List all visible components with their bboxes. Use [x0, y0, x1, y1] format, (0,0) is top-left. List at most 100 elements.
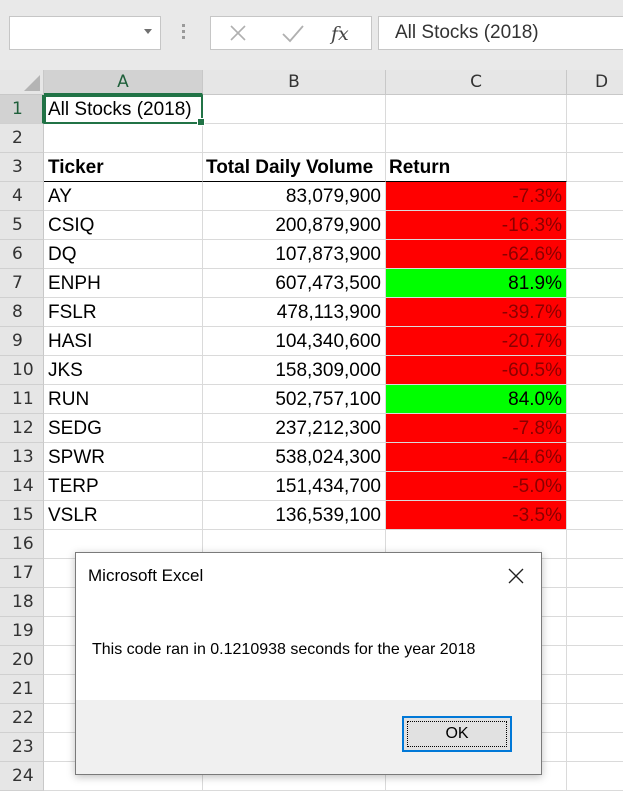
cancel-button[interactable] — [217, 17, 257, 49]
row-header[interactable]: 24 — [0, 762, 44, 791]
row-header[interactable]: 17 — [0, 559, 44, 588]
volume-cell[interactable]: 200,879,900 — [203, 211, 386, 240]
empty-cell[interactable] — [386, 124, 567, 153]
return-cell[interactable]: 81.9% — [386, 269, 567, 298]
volume-cell[interactable]: 83,079,900 — [203, 182, 386, 211]
volume-cell[interactable]: 107,873,900 — [203, 240, 386, 269]
row-header[interactable]: 4 — [0, 182, 44, 211]
row-header[interactable]: 6 — [0, 240, 44, 269]
return-cell[interactable]: -20.7% — [386, 327, 567, 356]
ticker-cell[interactable]: SPWR — [44, 443, 203, 472]
drag-handle-icon[interactable] — [182, 24, 186, 44]
row-header[interactable]: 21 — [0, 675, 44, 704]
empty-cell[interactable] — [386, 95, 567, 124]
empty-cell[interactable] — [567, 385, 623, 414]
empty-cell[interactable] — [567, 240, 623, 269]
empty-cell[interactable] — [567, 356, 623, 385]
row-header[interactable]: 12 — [0, 414, 44, 443]
row-header[interactable]: 10 — [0, 356, 44, 385]
empty-cell[interactable] — [44, 762, 203, 791]
header-ticker[interactable]: Ticker — [44, 153, 203, 182]
header-volume[interactable]: Total Daily Volume — [203, 153, 386, 182]
header-return[interactable]: Return — [386, 153, 567, 182]
empty-cell[interactable] — [567, 182, 623, 211]
empty-cell[interactable] — [567, 414, 623, 443]
row-header[interactable]: 16 — [0, 530, 44, 559]
formula-input[interactable]: All Stocks (2018) — [378, 16, 623, 50]
column-header-a[interactable]: A — [44, 70, 203, 95]
ticker-cell[interactable]: VSLR — [44, 501, 203, 530]
empty-cell[interactable] — [44, 124, 203, 153]
row-header[interactable]: 13 — [0, 443, 44, 472]
return-cell[interactable]: -7.8% — [386, 414, 567, 443]
row-header[interactable]: 8 — [0, 298, 44, 327]
volume-cell[interactable]: 151,434,700 — [203, 472, 386, 501]
return-cell[interactable]: -62.6% — [386, 240, 567, 269]
dialog-close-button[interactable] — [501, 561, 531, 591]
insert-function-button[interactable]: fx — [323, 17, 363, 49]
volume-cell[interactable]: 478,113,900 — [203, 298, 386, 327]
row-header[interactable]: 15 — [0, 501, 44, 530]
empty-cell[interactable] — [567, 124, 623, 153]
return-cell[interactable]: -3.5% — [386, 501, 567, 530]
enter-button[interactable] — [273, 17, 313, 49]
empty-cell[interactable] — [567, 95, 623, 124]
row-header[interactable]: 22 — [0, 704, 44, 733]
volume-cell[interactable]: 607,473,500 — [203, 269, 386, 298]
select-all-button[interactable] — [0, 70, 44, 95]
empty-cell[interactable] — [567, 327, 623, 356]
row-header[interactable]: 14 — [0, 472, 44, 501]
empty-cell[interactable] — [567, 617, 623, 646]
cell-a1-title[interactable]: All Stocks (2018) — [44, 95, 203, 124]
return-cell[interactable]: -44.6% — [386, 443, 567, 472]
ticker-cell[interactable]: TERP — [44, 472, 203, 501]
row-header[interactable]: 3 — [0, 153, 44, 182]
volume-cell[interactable]: 136,539,100 — [203, 501, 386, 530]
empty-cell[interactable] — [203, 124, 386, 153]
empty-cell[interactable] — [567, 443, 623, 472]
return-cell[interactable]: -7.3% — [386, 182, 567, 211]
empty-cell[interactable] — [203, 95, 386, 124]
ticker-cell[interactable]: HASI — [44, 327, 203, 356]
empty-cell[interactable] — [567, 472, 623, 501]
row-header[interactable]: 23 — [0, 733, 44, 762]
name-box[interactable] — [9, 16, 161, 50]
ok-button[interactable]: OK — [402, 716, 512, 752]
empty-cell[interactable] — [567, 211, 623, 240]
row-header[interactable]: 2 — [0, 124, 44, 153]
row-header[interactable]: 9 — [0, 327, 44, 356]
ticker-cell[interactable]: JKS — [44, 356, 203, 385]
empty-cell[interactable] — [567, 588, 623, 617]
ticker-cell[interactable]: RUN — [44, 385, 203, 414]
empty-cell[interactable] — [567, 704, 623, 733]
return-cell[interactable]: 84.0% — [386, 385, 567, 414]
row-header[interactable]: 5 — [0, 211, 44, 240]
empty-cell[interactable] — [203, 762, 386, 791]
row-header[interactable]: 7 — [0, 269, 44, 298]
row-header[interactable]: 19 — [0, 617, 44, 646]
empty-cell[interactable] — [567, 559, 623, 588]
return-cell[interactable]: -39.7% — [386, 298, 567, 327]
empty-cell[interactable] — [567, 675, 623, 704]
empty-cell[interactable] — [567, 269, 623, 298]
row-header[interactable]: 11 — [0, 385, 44, 414]
empty-cell[interactable] — [567, 153, 623, 182]
row-header[interactable]: 18 — [0, 588, 44, 617]
return-cell[interactable]: -60.5% — [386, 356, 567, 385]
column-header-c[interactable]: C — [386, 70, 567, 95]
volume-cell[interactable]: 104,340,600 — [203, 327, 386, 356]
empty-cell[interactable] — [567, 530, 623, 559]
ticker-cell[interactable]: DQ — [44, 240, 203, 269]
empty-cell[interactable] — [567, 646, 623, 675]
volume-cell[interactable]: 158,309,000 — [203, 356, 386, 385]
chevron-down-icon[interactable] — [144, 29, 152, 34]
ticker-cell[interactable]: AY — [44, 182, 203, 211]
row-header[interactable]: 20 — [0, 646, 44, 675]
ticker-cell[interactable]: CSIQ — [44, 211, 203, 240]
empty-cell[interactable] — [567, 733, 623, 762]
ticker-cell[interactable]: ENPH — [44, 269, 203, 298]
empty-cell[interactable] — [567, 298, 623, 327]
column-header-d[interactable]: D — [567, 70, 623, 95]
empty-cell[interactable] — [567, 762, 623, 791]
volume-cell[interactable]: 502,757,100 — [203, 385, 386, 414]
